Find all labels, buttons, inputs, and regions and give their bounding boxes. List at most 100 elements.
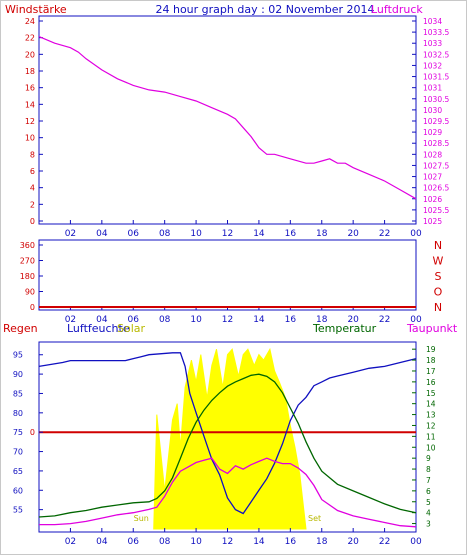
x-tick-label: 00: [410, 537, 422, 547]
left-tick-label: 360: [20, 241, 35, 250]
legend-temperatur: Temperatur: [312, 322, 377, 335]
x-tick-label: 22: [379, 229, 390, 239]
right-tick-label: 1025: [423, 217, 442, 226]
x-tick-label: 16: [285, 537, 297, 547]
left-tick-label: 60: [13, 486, 23, 495]
right-tick-label: 1033.5: [423, 28, 449, 37]
left-tick-label: 18: [25, 67, 35, 76]
right-tick-label: 14: [426, 400, 436, 409]
luftfeuchte-axis: 55 60 65 70 75 80 85 90 95 0: [13, 351, 43, 515]
right-tick-label: 1027.5: [423, 161, 449, 170]
x-tick-label: 16: [285, 315, 297, 325]
left-tick-label: 4: [30, 184, 35, 193]
x-tick-label: 14: [253, 537, 265, 547]
luftdruck-axis: 1025 1025.5 1026 1026.5 1027 1027.5 1028 1028.5…: [412, 17, 449, 226]
right-tick-label: 17: [426, 367, 436, 376]
right-tick-label: 9: [426, 454, 431, 463]
legend-solar: Solar: [117, 322, 146, 335]
humidity-temperature-series: [38, 347, 417, 530]
sunset-label: Set: [308, 514, 321, 523]
left-tick-label: 24: [25, 17, 35, 26]
right-tick-label: 1030.5: [423, 95, 449, 104]
rain-zero-label: 0: [30, 428, 35, 437]
legend-taupunkt: Taupunkt: [406, 322, 458, 335]
left-tick-label: 2: [30, 200, 35, 209]
x-tick-label: 10: [190, 229, 202, 239]
x-tick-label: 12: [222, 229, 233, 239]
right-tick-label: 11: [426, 432, 436, 441]
left-tick-label: 22: [25, 34, 35, 43]
x-tick-label: 06: [128, 537, 140, 547]
left-tick-label: 80: [13, 409, 23, 418]
left-tick-label: 16: [25, 84, 35, 93]
right-tick-label: 1028: [423, 150, 442, 159]
left-tick-label: 8: [30, 150, 35, 159]
left-tick-label: 12: [25, 117, 35, 126]
pressure-series: [38, 36, 417, 200]
left-tick-label: 90: [25, 288, 35, 297]
right-tick-label: 1031: [423, 84, 442, 93]
right-tick-label: 1029.5: [423, 117, 449, 126]
x-tick-label: 12: [222, 315, 233, 325]
x-tick-label: 02: [65, 315, 76, 325]
right-tick-label: 1032.5: [423, 50, 449, 59]
x-tick-label: 08: [159, 315, 171, 325]
left-tick-label: 0: [30, 303, 35, 312]
x-tick-label: 22: [379, 315, 390, 325]
x-tick-label: 02: [65, 229, 76, 239]
left-tick-label: 14: [25, 100, 35, 109]
right-tick-label: 1031.5: [423, 73, 449, 82]
x-tick-label: 00: [410, 315, 422, 325]
pressure-line: [38, 36, 417, 200]
right-tick-label: 19: [426, 345, 436, 354]
x-tick-label: 18: [316, 229, 328, 239]
right-tick-label: 16: [426, 378, 436, 387]
left-tick-label: 180: [20, 272, 35, 281]
left-tick-label: 20: [25, 50, 35, 59]
right-tick-label: 12: [426, 421, 436, 430]
right-tick-label: 4: [426, 509, 431, 518]
right-tick-label: 3: [426, 520, 431, 529]
right-tick-label: 6: [426, 487, 431, 496]
left-tick-label: 55: [13, 506, 23, 515]
right-tick-label: 1032: [423, 61, 442, 70]
left-tick-label: 0: [30, 217, 35, 226]
x-tick-label: 10: [190, 537, 202, 547]
left-tick-label: 85: [13, 389, 23, 398]
right-tick-label: 1029: [423, 128, 442, 137]
left-tick-label: 75: [13, 428, 23, 437]
x-tick-label: 08: [159, 537, 171, 547]
legend-regen: Regen: [3, 322, 38, 335]
left-tick-label: 90: [13, 370, 23, 379]
x-tick-label: 06: [128, 229, 140, 239]
right-tick-label: 13: [426, 411, 436, 420]
direction-plot-frame: [38, 239, 417, 311]
right-tick-label: 8: [426, 465, 431, 474]
right-tick-label: 1027: [423, 173, 442, 182]
right-tick-label: 1028.5: [423, 139, 449, 148]
right-tick-label: 1033: [423, 39, 442, 48]
x-tick-label: 18: [316, 315, 328, 325]
x-tick-label: 04: [96, 315, 108, 325]
x-tick-label: 04: [96, 229, 108, 239]
x-tick-label: 02: [65, 537, 76, 547]
right-tick-label: 1025.5: [423, 206, 449, 215]
pressure-plot-frame: [38, 15, 417, 225]
right-tick-label: 5: [426, 498, 431, 507]
direction-degree-axis: 0 90 180 270 360: [20, 241, 43, 312]
taupunkt-line: [39, 457, 417, 528]
luftdruck-label: Luftdruck: [371, 3, 423, 16]
x-tick-label: 00: [410, 229, 422, 239]
compass-label: W: [433, 255, 444, 268]
sun-markers: Sun Set: [134, 514, 322, 523]
compass-label: O: [434, 286, 443, 299]
temperatur-line: [38, 373, 417, 518]
pressure-x-axis: 02 04 06 08 10 12 14 16 18 20 22 00: [65, 220, 422, 239]
compass-label: S: [435, 270, 442, 283]
humidity-x-axis: 02 04 06 08 10 12 14 16 18 20 22 00: [65, 528, 422, 547]
